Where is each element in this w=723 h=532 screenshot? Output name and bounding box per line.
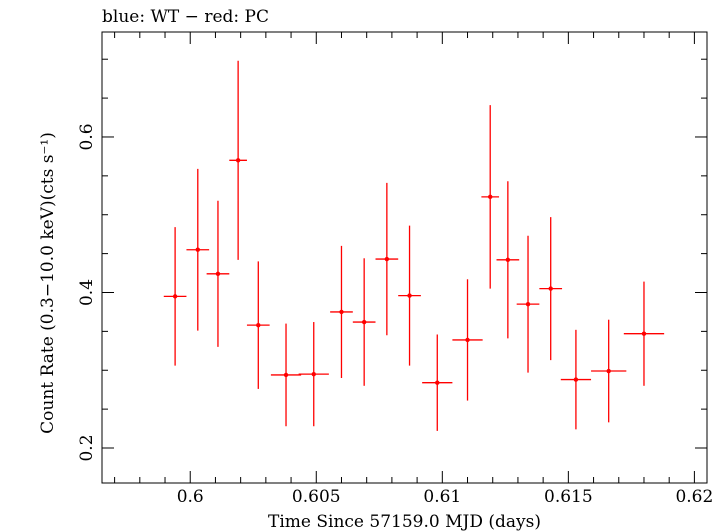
x-axis-ticks xyxy=(114,32,695,483)
x-tick-label: 0.6 xyxy=(177,487,204,507)
data-marker xyxy=(525,301,531,307)
data-point xyxy=(452,279,483,401)
data-point xyxy=(481,105,500,289)
data-marker xyxy=(195,247,200,252)
data-marker xyxy=(641,331,647,336)
y-axis-tick-labels: 0.2 0.4 0.6 xyxy=(77,123,97,461)
y-tick-label: 0.4 xyxy=(77,279,97,306)
data-point xyxy=(422,334,453,431)
data-marker xyxy=(339,309,344,315)
data-point xyxy=(186,168,210,331)
data-point xyxy=(330,245,353,379)
data-marker xyxy=(548,286,553,291)
data-marker xyxy=(407,293,412,298)
data-point xyxy=(206,200,230,347)
data-point xyxy=(539,217,563,361)
x-axis-tick-labels: 0.6 0.605 0.61 0.615 0.62 xyxy=(177,487,714,507)
data-point xyxy=(352,258,376,386)
data-point xyxy=(623,281,665,386)
data-point xyxy=(246,261,270,389)
data-marker xyxy=(311,371,316,377)
data-marker xyxy=(606,368,611,374)
data-marker xyxy=(505,257,511,263)
data-point xyxy=(270,323,302,427)
data-marker xyxy=(256,322,261,328)
x-tick-label: 0.61 xyxy=(423,487,461,507)
x-tick-label: 0.605 xyxy=(292,487,341,507)
x-tick-label: 0.615 xyxy=(544,487,593,507)
data-marker xyxy=(488,194,493,200)
data-marker xyxy=(573,377,579,382)
data-point xyxy=(298,322,329,427)
data-point xyxy=(398,225,421,366)
x-tick-label: 0.62 xyxy=(675,487,713,507)
series-pc xyxy=(163,60,665,431)
data-point xyxy=(560,329,592,430)
y-axis-ticks xyxy=(102,58,707,449)
y-tick-label: 0.6 xyxy=(77,123,97,150)
data-marker xyxy=(235,158,241,163)
data-marker xyxy=(435,380,440,385)
x-axis-label: Time Since 57159.0 MJD (days) xyxy=(268,512,541,532)
data-point xyxy=(375,182,399,336)
data-marker xyxy=(384,256,390,262)
plot-frame xyxy=(101,31,708,484)
data-marker xyxy=(283,372,289,378)
data-point xyxy=(163,227,187,366)
data-point xyxy=(229,60,247,260)
data-point xyxy=(496,181,520,339)
y-axis-label: Count Rate (0.3−10.0 keV)(cts s⁻¹) xyxy=(38,132,58,434)
data-marker xyxy=(172,294,178,299)
data-marker xyxy=(361,319,367,325)
data-point xyxy=(516,235,540,373)
y-tick-label: 0.2 xyxy=(77,434,97,461)
data-marker xyxy=(215,271,221,277)
chart-title: blue: WT − red: PC xyxy=(102,7,269,27)
data-marker xyxy=(465,337,470,343)
data-point xyxy=(591,319,627,423)
